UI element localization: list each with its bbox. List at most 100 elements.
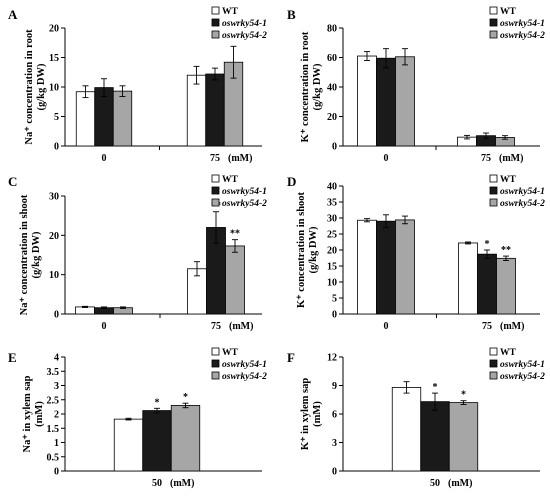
legend-swatch (489, 6, 498, 15)
bar-oswrky54-2 (448, 402, 479, 472)
significance-mark: * (485, 239, 490, 250)
legend-label: oswrky54-2 (222, 199, 267, 209)
y-tick-label: 0 (54, 310, 59, 321)
legend-swatch (211, 347, 220, 356)
y-tick-label: 40 (327, 83, 337, 94)
y-axis-title: Na⁺ concentration in shoot(g/kg DW) (19, 194, 42, 315)
legend-swatch (489, 198, 498, 207)
bar-WT (391, 386, 422, 472)
bar-WT (357, 219, 377, 315)
legend-swatch (489, 359, 498, 368)
x-tick-label: 50 (430, 478, 440, 489)
legend-swatch (211, 30, 220, 39)
y-tick-label: 2 (54, 410, 59, 421)
y-axis-title: K⁺ in xylem sap(mM) (300, 378, 323, 451)
significance-mark: * (183, 392, 188, 403)
x-tick-label: 75 (211, 321, 221, 332)
bar-oswrky54-1 (420, 401, 450, 472)
legend-label: oswrky54-1 (222, 360, 267, 370)
legend-label: oswrky54-1 (500, 19, 545, 29)
chart-panel-b: B 0 20 40 60 80 K⁺ concentration in root(g/kg … (287, 6, 545, 164)
x-tick-label: 75 (482, 321, 492, 332)
bar-WT (357, 55, 377, 147)
y-axis-title-line: Na⁺ concentration in shoot (19, 194, 30, 315)
bar-WT (113, 418, 144, 472)
y-tick-label: 15 (49, 53, 59, 64)
x-unit-label: (mM) (500, 321, 524, 332)
bar-WT (186, 74, 207, 147)
y-axis-title: K⁺ concentration in root(g/kg DW) (300, 31, 323, 142)
y-axis-title-line: (g/kg DW) (312, 63, 323, 110)
y-tick-label: 40 (327, 182, 337, 193)
legend-label: WT (500, 348, 517, 358)
panel-label: C (8, 174, 17, 189)
y-tick-label: 30 (49, 192, 59, 203)
y-axis-title-line: (g/kg DW) (308, 226, 319, 273)
y-axis-title-line: (mM) (312, 401, 323, 427)
x-unit-label: (mM) (448, 478, 472, 489)
y-tick-label: 80 (327, 24, 337, 35)
legend-swatch (211, 174, 220, 183)
y-tick-label: 10 (49, 83, 59, 94)
y-tick-label: 0 (332, 467, 337, 478)
x-tick-label: 0 (102, 153, 107, 164)
bar-oswrky54-2 (170, 405, 201, 472)
legend: WT oswrky54-1 oswrky54-2 (489, 347, 545, 382)
legend-swatch (211, 359, 220, 368)
y-tick-label: 1.5 (47, 424, 60, 435)
legend-label: oswrky54-1 (500, 187, 545, 197)
legend: WT oswrky54-1 oswrky54-2 (211, 174, 267, 209)
legend-swatch (489, 18, 498, 27)
panel-label: E (8, 350, 17, 365)
panel-label: D (287, 174, 296, 189)
legend: WT oswrky54-1 oswrky54-2 (489, 6, 545, 41)
legend-label: oswrky54-1 (500, 360, 545, 370)
legend-label: oswrky54-2 (500, 199, 545, 209)
bar-oswrky54-2 (395, 56, 415, 147)
x-tick-label: 50 (152, 478, 162, 489)
y-axis-title-line: (g/kg DW) (31, 231, 42, 278)
x-tick-label: 0 (384, 153, 389, 164)
x-unit-label: (mM) (170, 478, 194, 489)
y-tick-label: 5 (332, 294, 337, 305)
bar-oswrky54-1 (376, 220, 396, 315)
legend-swatch (211, 6, 220, 15)
y-axis-title-line: K⁺ in xylem sap (300, 378, 311, 451)
significance-mark: * (461, 390, 466, 401)
legend: WT oswrky54-1 oswrky54-2 (211, 6, 267, 41)
y-tick-label: 20 (49, 231, 59, 242)
y-axis-title-line: Na⁺ in xylem sap (22, 375, 33, 452)
bar-oswrky54-1 (205, 73, 225, 147)
y-tick-label: 0.5 (47, 452, 60, 463)
legend-swatch (489, 371, 498, 380)
significance-mark: ** (501, 245, 511, 256)
y-tick-label: 0 (54, 467, 59, 478)
legend-label: oswrky54-2 (500, 31, 545, 41)
legend: WT oswrky54-1 oswrky54-2 (489, 174, 545, 209)
bar-oswrky54-1 (142, 410, 172, 472)
y-tick-label: 9 (332, 381, 337, 392)
legend-swatch (489, 347, 498, 356)
y-tick-label: 60 (327, 53, 337, 64)
y-tick-label: 20 (327, 112, 337, 123)
x-tick-label: 75 (210, 153, 220, 164)
y-tick-label: 25 (327, 230, 337, 241)
y-tick-label: 3 (54, 381, 59, 392)
legend-swatch (211, 186, 220, 195)
y-axis-title-line: (g/kg DW) (36, 63, 47, 110)
x-tick-label: 0 (102, 321, 107, 332)
y-axis-title-line: K⁺ concentration in root (300, 31, 311, 142)
legend-swatch (489, 30, 498, 39)
significance-mark: * (433, 382, 438, 393)
y-axis-title-line: K⁺ concentration in shoot (296, 191, 307, 308)
panel-label: B (287, 7, 296, 22)
y-tick-label: 20 (49, 24, 59, 35)
y-tick-label: 10 (327, 278, 337, 289)
y-tick-label: 5 (54, 112, 59, 123)
legend-label: oswrky54-2 (222, 372, 267, 382)
significance-mark: * (155, 397, 160, 408)
